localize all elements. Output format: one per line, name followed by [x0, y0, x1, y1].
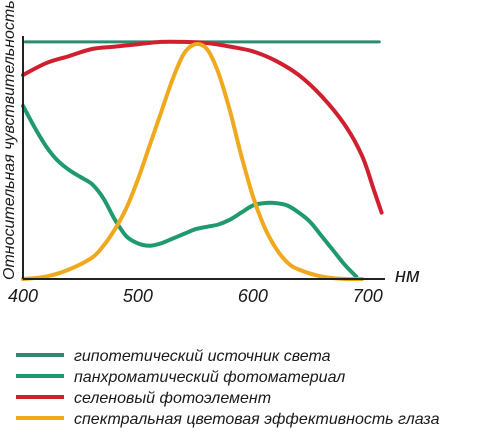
eye-efficiency-line	[21, 41, 364, 282]
panchromatic-material-line	[21, 103, 359, 279]
series-layer	[21, 39, 384, 282]
x-tick-label-600: 600	[238, 286, 268, 306]
y-axis-label: Относительная чувствительность	[1, 0, 18, 280]
x-tick-label-500: 500	[123, 286, 153, 306]
x-tick-labels: 400 500 600 700	[8, 286, 383, 306]
x-tick-label-400: 400	[8, 286, 38, 306]
legend-label-4: спектральная цветовая эффективность глаз…	[74, 411, 440, 428]
selenium-photocell-line	[21, 39, 384, 215]
legend: гипотетический источник света панхроматич…	[16, 348, 440, 428]
legend-label-3: селеновый фотоэлемент	[74, 390, 271, 407]
x-tick-label-700: 700	[353, 286, 383, 306]
x-axis-label: нм	[395, 265, 420, 287]
legend-label-2: панхроматический фотоматериал	[74, 369, 345, 386]
legend-label-1: гипотетический источник света	[74, 348, 331, 365]
